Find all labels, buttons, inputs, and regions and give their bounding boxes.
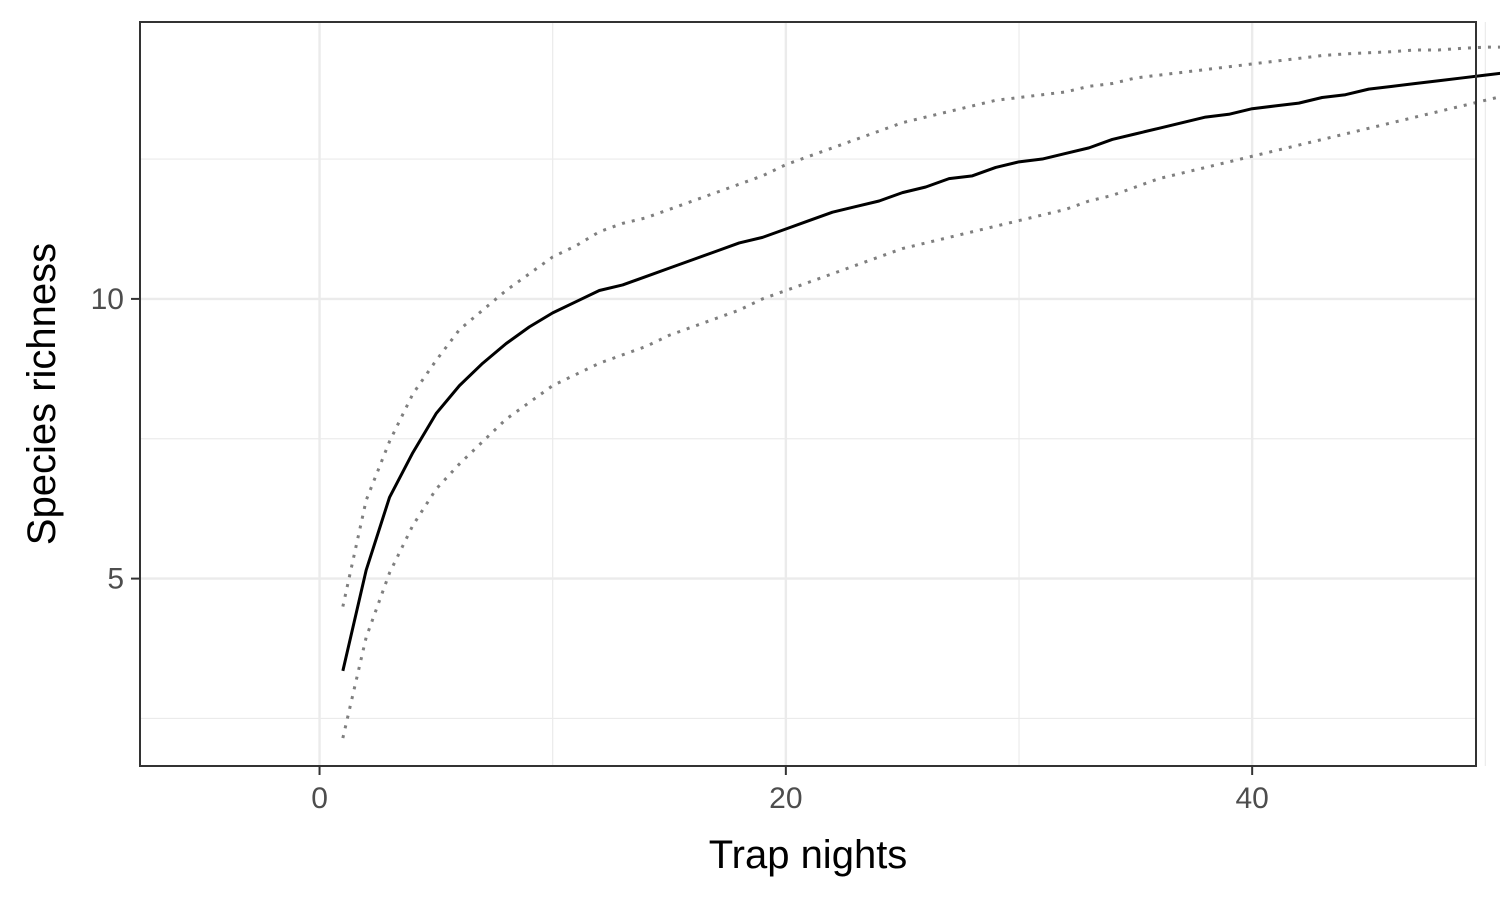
major-gridlines	[140, 22, 1476, 766]
x-axis: 0 20 40	[311, 766, 1269, 815]
panel-background	[140, 22, 1476, 766]
x-tick-label: 0	[311, 782, 328, 815]
x-axis-title: Trap nights	[709, 833, 908, 877]
y-axis: 5 10	[91, 283, 140, 596]
x-tick-label: 40	[1235, 782, 1268, 815]
y-tick-label: 10	[91, 283, 124, 316]
series-layer	[341, 45, 1500, 739]
y-tick-label: 5	[107, 563, 124, 596]
y-axis-title: Species richness	[20, 243, 64, 545]
panel-border	[139, 21, 1477, 767]
x-tick-label: 20	[769, 782, 802, 815]
richness-line	[341, 71, 1500, 672]
